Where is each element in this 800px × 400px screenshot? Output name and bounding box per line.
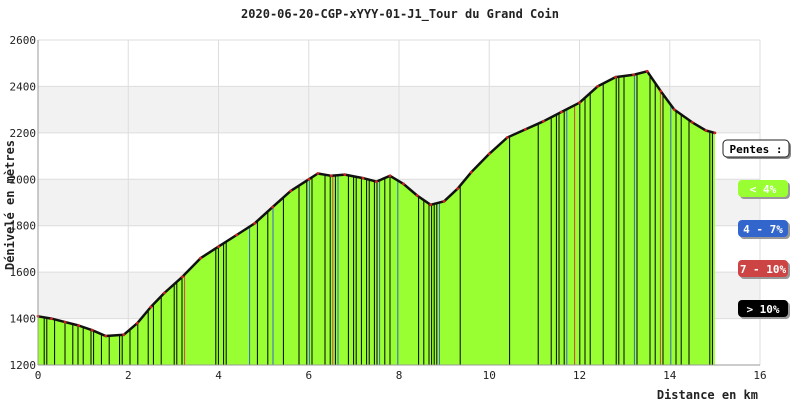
data-point [90, 328, 94, 332]
y-tick-label: 2200 [10, 127, 37, 140]
data-point [50, 317, 53, 320]
data-point [487, 152, 491, 156]
data-point [343, 173, 347, 177]
data-point [307, 177, 311, 181]
data-point [122, 333, 126, 337]
legend-item-label: < 4% [750, 183, 777, 196]
legend-title: Pentes : [730, 143, 783, 156]
data-point [77, 324, 80, 327]
data-point [429, 203, 432, 207]
data-point [289, 189, 293, 193]
data-point [560, 110, 563, 114]
data-point [542, 119, 545, 123]
data-point [442, 199, 446, 203]
data-point [578, 101, 581, 105]
data-point [672, 108, 676, 111]
data-point [402, 182, 405, 186]
legend-item-label: > 10% [746, 303, 779, 316]
data-point [135, 321, 139, 325]
plot-area: 0 2 4 6 8 10 12 14 16 1200 1400 1600 1800 2000 2200 240… [10, 34, 767, 382]
data-point [375, 180, 378, 184]
data-point [596, 85, 599, 88]
x-tick-label: 6 [305, 369, 312, 382]
legend-swatch [738, 220, 788, 237]
y-tick-label: 2600 [10, 34, 37, 47]
data-point [253, 222, 256, 225]
x-tick-label: 14 [663, 369, 677, 382]
data-point [456, 187, 460, 191]
data-point [659, 89, 663, 93]
data-point [469, 170, 473, 174]
y-tick-label: 1400 [10, 313, 37, 326]
data-point [162, 291, 166, 295]
data-point [632, 73, 635, 77]
data-point [63, 320, 67, 324]
x-tick-label: 16 [753, 369, 766, 382]
data-point [704, 129, 708, 132]
chart-title: 2020-06-20-CGP-xYYY-01-J1_Tour du Grand … [241, 7, 559, 22]
x-tick-label: 4 [215, 369, 222, 382]
data-point [104, 334, 108, 338]
data-point [415, 194, 419, 197]
x-tick-label: 10 [483, 369, 496, 382]
data-point [614, 75, 617, 79]
data-point [388, 174, 392, 178]
legend-item-label: 7 - 10% [740, 263, 787, 276]
y-axis-label: Dénivelé en mètres [3, 140, 17, 270]
x-tick-label: 12 [573, 369, 586, 382]
legend-title-box [722, 139, 790, 158]
data-point [505, 136, 509, 139]
data-point [217, 245, 220, 249]
legend-swatch [738, 300, 788, 317]
legend: Pentes : < 4% 4 - 7% 7 - 10% > 10% [722, 139, 791, 319]
x-tick-label: 2 [125, 369, 132, 382]
data-point [271, 205, 274, 209]
y-tick-label: 1200 [10, 359, 37, 372]
data-point [149, 305, 153, 309]
data-point [645, 69, 649, 73]
data-point [690, 121, 694, 124]
data-point [329, 174, 333, 178]
data-point [361, 176, 365, 180]
data-point [524, 127, 527, 131]
y-tick-label: 2000 [10, 173, 37, 186]
legend-item-label: 4 - 7% [743, 223, 783, 236]
y-tick-label: 1600 [10, 266, 37, 279]
x-axis-label: Distance en km [657, 388, 758, 400]
legend-swatch [738, 180, 788, 197]
data-point [713, 131, 717, 135]
y-tick-label: 1800 [10, 220, 37, 233]
data-point [316, 172, 320, 175]
data-point [199, 256, 202, 260]
legend-swatch [738, 260, 788, 277]
y-tick-label: 2400 [10, 80, 37, 93]
x-tick-label: 8 [396, 369, 403, 382]
profile-area [38, 71, 715, 366]
data-point [181, 275, 184, 279]
data-point [235, 233, 239, 237]
x-tick-label: 0 [35, 369, 42, 382]
